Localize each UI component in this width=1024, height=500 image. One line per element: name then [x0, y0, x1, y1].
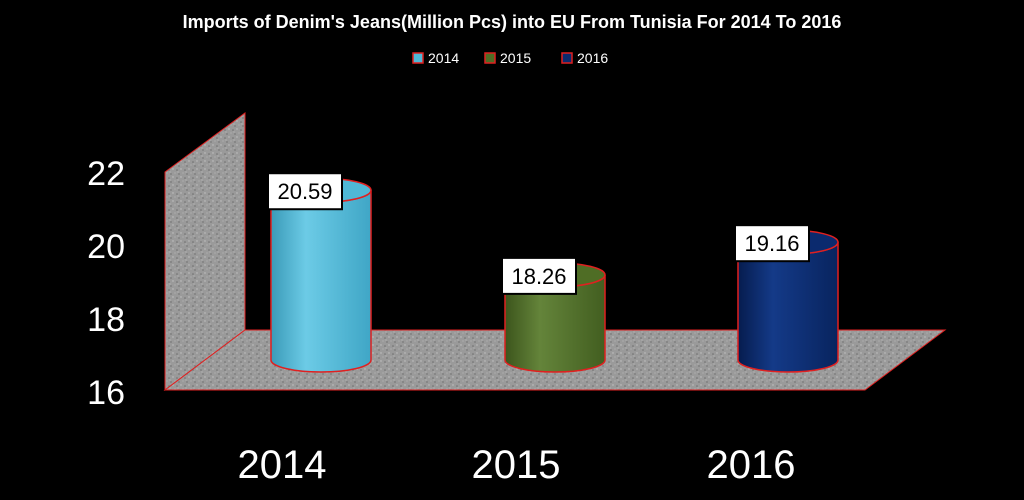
data-label-2016-box — [734, 224, 810, 263]
legend-label-2014: 2014 — [428, 50, 459, 66]
legend-swatch-2014 — [412, 52, 424, 64]
data-label-2016-text: 19.16 — [744, 231, 799, 256]
legend-label-2015: 2015 — [500, 50, 531, 66]
data-label-2014-text: 20.59 — [277, 179, 332, 204]
y-tick-label: 18 — [87, 301, 125, 339]
data-label-2015-text: 18.26 — [511, 264, 566, 289]
x-category-label: 2015 — [472, 443, 561, 487]
legend-swatch-2016 — [561, 52, 573, 64]
y-tick-label: 16 — [87, 374, 125, 412]
y-tick-label: 20 — [87, 228, 125, 266]
data-label-2014: 20.59 — [267, 172, 343, 211]
legend-swatch-2015 — [484, 52, 496, 64]
x-category-label: 2014 — [238, 443, 327, 487]
y-axis: 22 20 18 16 — [87, 155, 125, 412]
chart-title: Imports of Denim's Jeans(Million Pcs) in… — [183, 12, 842, 32]
x-axis: 2014 2015 2016 — [238, 443, 796, 487]
x-category-label: 2016 — [707, 443, 796, 487]
bar-2014-body — [270, 190, 372, 373]
legend-item-2014: 2014 — [412, 50, 459, 66]
legend-label-2016: 2016 — [577, 50, 608, 66]
data-label-2015: 18.26 — [501, 256, 577, 295]
legend: 2014 2015 2016 — [412, 50, 608, 66]
data-label-2015-box — [501, 256, 577, 295]
y-tick-label: 22 — [87, 155, 125, 193]
legend-item-2016: 2016 — [561, 50, 608, 66]
data-label-2014-box — [267, 172, 343, 211]
data-label-2016: 19.16 — [734, 224, 810, 263]
legend-item-2015: 2015 — [484, 50, 531, 66]
